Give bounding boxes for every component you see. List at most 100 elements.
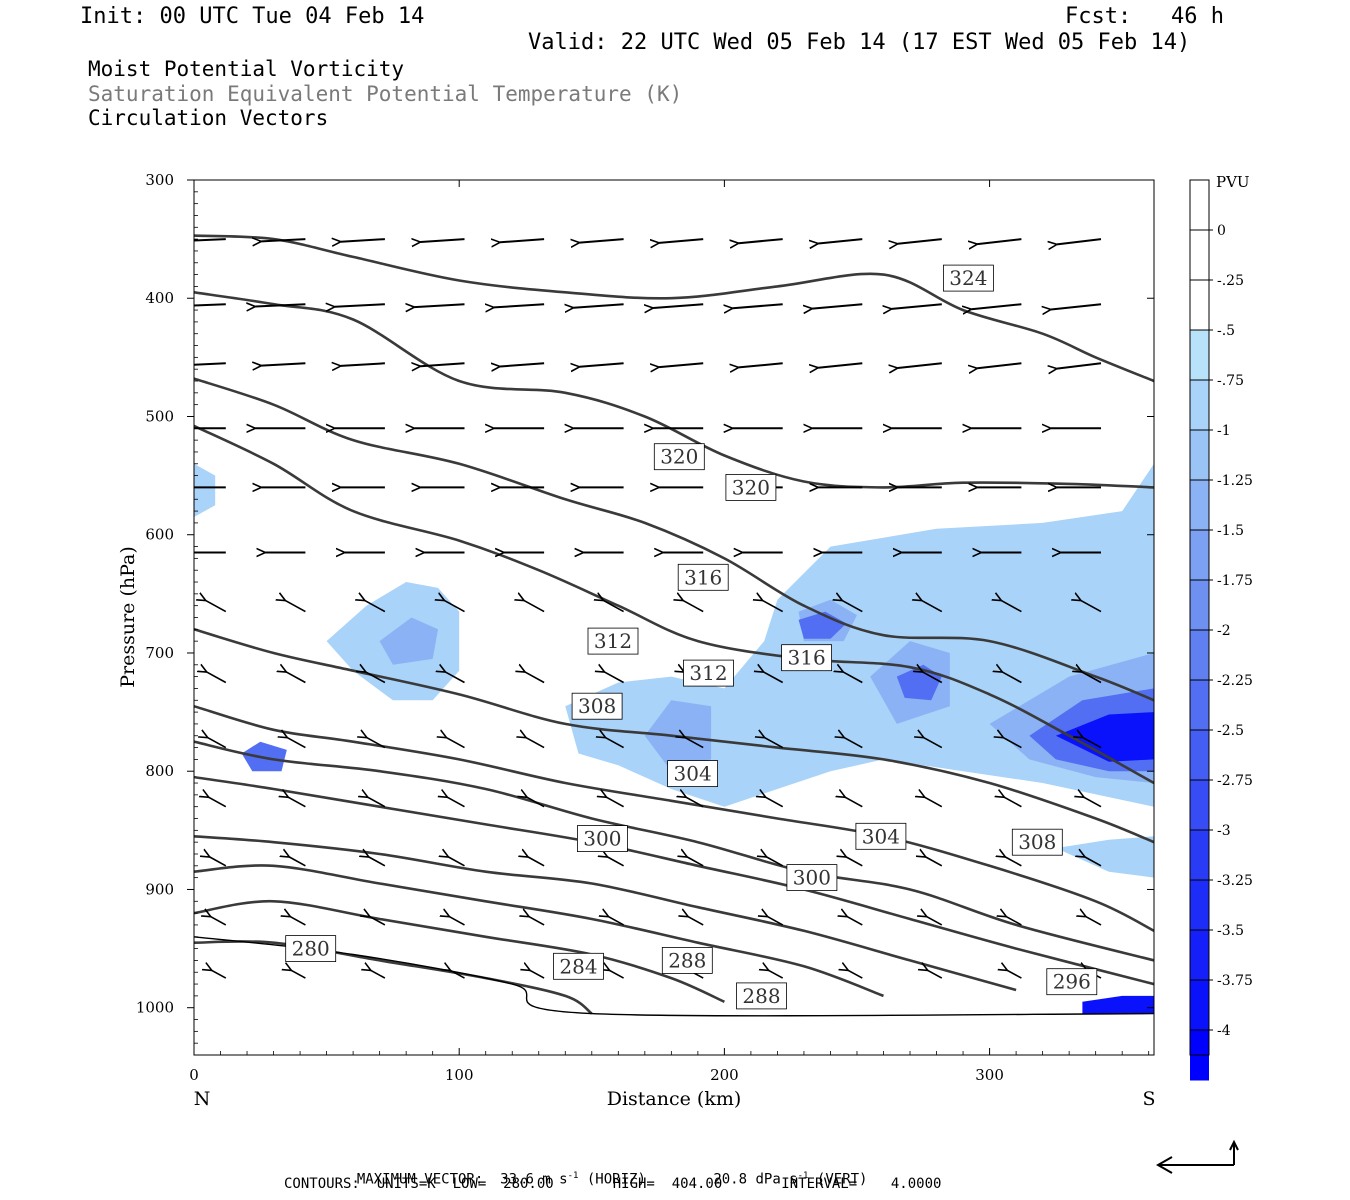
max-horiz-unit: (HORIZ) [586,1171,646,1188]
contour-label-text: 308 [1018,830,1056,854]
max-vert-exp: -1 [797,1171,809,1181]
circulation-vector [687,857,704,867]
circulation-vector [971,303,1022,309]
contour-label-box [677,563,729,591]
circulation-vector [683,601,704,613]
circulation-vector [922,601,943,613]
contour-label-box [285,935,337,962]
circulation-vector [926,857,943,867]
contour-label-text: 308 [578,694,616,718]
circulation-vector [525,672,545,684]
colorbar-label: -1.75 [1217,573,1253,589]
contour-label-box [1011,828,1063,856]
theta-contour-line [194,740,1154,962]
colorbar-label: -1.25 [1217,473,1253,489]
contour-label-text: 316 [788,646,826,670]
colorbar-segment [1190,780,1209,831]
circulation-vector [1057,238,1102,244]
contour-label-box [553,952,604,980]
theta-contours [194,234,1154,1017]
colorbar-segment [1190,730,1209,781]
y-tick-label: 800 [145,762,174,780]
circulation-vector [686,797,704,808]
theta-contour-line [194,835,1017,992]
y-tick-label: 1000 [136,999,174,1017]
x-axis-label: Distance (km) [607,1088,742,1110]
colorbar-label: -4 [1217,1023,1231,1039]
circulation-vector [446,672,465,684]
circulation-vector [892,303,942,309]
contour-label: 312 [587,627,639,655]
circulation-vector [1085,857,1102,867]
circulation-vector [1051,303,1102,309]
circulation-vector [1081,601,1102,613]
circulation-vector [763,601,784,613]
circulation-vector [445,601,465,613]
field-mpv: Moist Potential Vorticity [88,57,405,81]
circulation-vector [255,304,306,306]
circulation-vector [1083,738,1102,749]
max-vert-value: 20.8 dPa s [713,1171,798,1188]
mpv-region [1055,712,1154,762]
circulation-vector [847,917,863,926]
circulation-vector [848,970,863,979]
contour-label-box [1046,968,1098,996]
circulation-vector [844,738,863,749]
contour-label-text: 324 [949,266,987,290]
circulation-vector [210,857,227,867]
circulation-vector [527,797,545,808]
circulation-vector [524,601,545,613]
contour-label-box [736,982,787,1010]
colorbar-segment [1190,330,1209,381]
circulation-vector [845,797,863,808]
circulation-vector [449,857,465,867]
y-tick-label: 600 [145,526,174,544]
circulation-vector [451,970,465,979]
colorbar-segment [1190,430,1209,481]
circulation-vector [371,970,386,979]
contour-label-text: 280 [292,937,330,961]
circulation-vector [341,363,385,366]
contour-label: 304 [855,822,907,850]
contour-labels: 324 320 320 316 316 312 312 308 308 304 304 300 300 2… [285,264,1098,1010]
colorbar-segment [1190,380,1209,431]
contour-label: 288 [736,982,787,1010]
circulation-vector [528,857,545,867]
y-axis: 300 400 500 600 700 800 900 1000 [136,171,1154,1044]
contour-label: 320 [725,473,777,501]
circulation-vector [977,362,1022,368]
circulation-vector [194,362,226,366]
mpv-region [1082,995,1154,1014]
y-tick-label: 900 [145,880,174,898]
circulation-vector [765,738,784,749]
contour-label: 320 [653,443,705,471]
x-tick-label: 0 [189,1066,199,1084]
max-vector-readout: MAXIMUM VECTOR: 33.6 m s-1 (HORIZ) 20.8 … [340,1158,868,1188]
colorbar-segment [1190,280,1209,331]
circulation-vector [610,970,624,979]
colorbar-segment [1190,580,1209,631]
circulation-vector [739,362,783,367]
contour-label-text: 312 [689,661,727,685]
circulation-vector [924,738,943,749]
circulation-vector [977,238,1022,244]
contour-label-text: 304 [862,824,900,848]
circulation-vector [207,672,227,684]
colorbar-segment [1190,630,1209,681]
theta-contour-line [194,628,1154,844]
max-horiz-value: 33.6 m s [500,1171,568,1188]
contour-label-text: 300 [583,827,621,851]
contour-label-text: 300 [793,866,831,890]
circulation-vector [529,917,545,926]
circulation-vector [365,601,386,613]
mpv-region [1055,836,1154,878]
circulation-vector [767,857,784,867]
circulation-vector [898,362,942,368]
contour-label: 308 [1011,828,1063,856]
circulation-vector [604,601,624,613]
contour-label-text: 288 [742,984,780,1008]
circulation-vector [450,917,465,926]
colorbar-frame [1189,179,1210,1056]
contour-label: 304 [667,760,718,787]
circulation-vector [341,239,385,242]
